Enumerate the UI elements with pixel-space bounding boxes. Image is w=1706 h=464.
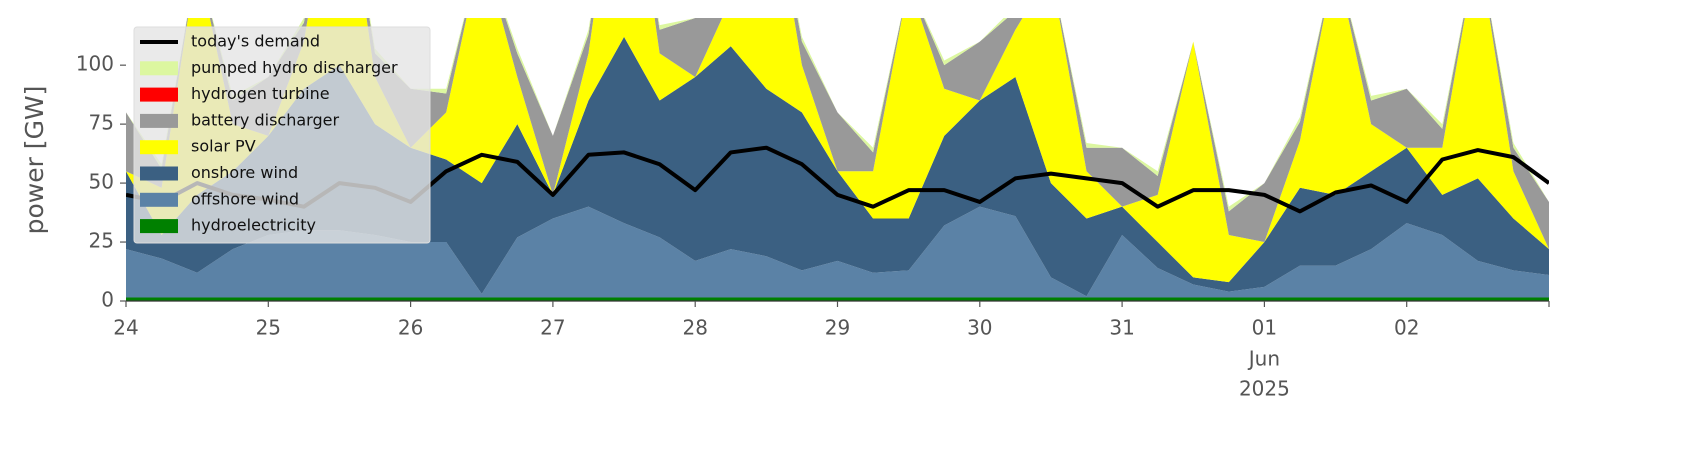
y-axis-label: power [GW] [20, 86, 49, 235]
x-tick-sublabel: Jun [1247, 347, 1280, 371]
legend-swatch [140, 166, 178, 181]
legend-label: offshore wind [191, 189, 299, 208]
legend-label: onshore wind [191, 163, 298, 182]
x-tick-label: 28 [682, 316, 707, 340]
legend-label: battery discharger [191, 110, 339, 129]
legend-label: hydrogen turbine [191, 84, 330, 103]
x-tick-label: 02 [1394, 316, 1419, 340]
area [126, 206, 1549, 298]
legend-label: solar PV [191, 137, 256, 156]
x-tick-label: 31 [1109, 316, 1134, 340]
x-tick-label: 27 [540, 316, 565, 340]
legend-swatch [140, 219, 178, 234]
legend-swatch [140, 140, 178, 155]
y-tick-label: 100 [76, 52, 114, 76]
x-tick-label: 24 [113, 316, 138, 340]
legend-swatch [140, 61, 178, 76]
x-tick-label: 30 [967, 316, 992, 340]
x-tick-label: 25 [256, 316, 281, 340]
y-tick-label: 0 [101, 288, 114, 312]
legend-swatch [140, 192, 178, 207]
plot-area [126, 18, 1549, 301]
y-tick-label: 50 [89, 170, 114, 194]
legend-box [133, 26, 431, 244]
legend-label: today's demand [191, 32, 320, 51]
legend-swatch [140, 113, 178, 128]
legend-swatch [140, 87, 178, 102]
area [126, 36, 1549, 297]
y-tick-label: 75 [89, 111, 114, 135]
x-tick-label: 29 [825, 316, 850, 340]
legend-label: hydroelectricity [191, 216, 316, 235]
y-tick-label: 25 [89, 229, 114, 253]
area [126, 18, 1549, 283]
x-tick-label: 26 [398, 316, 423, 340]
x-tick-label: 01 [1252, 316, 1277, 340]
legend-label: pumped hydro discharger [191, 58, 398, 77]
area [126, 18, 1549, 250]
area [126, 297, 1549, 301]
x-tick-sublabel: 2025 [1239, 377, 1290, 401]
